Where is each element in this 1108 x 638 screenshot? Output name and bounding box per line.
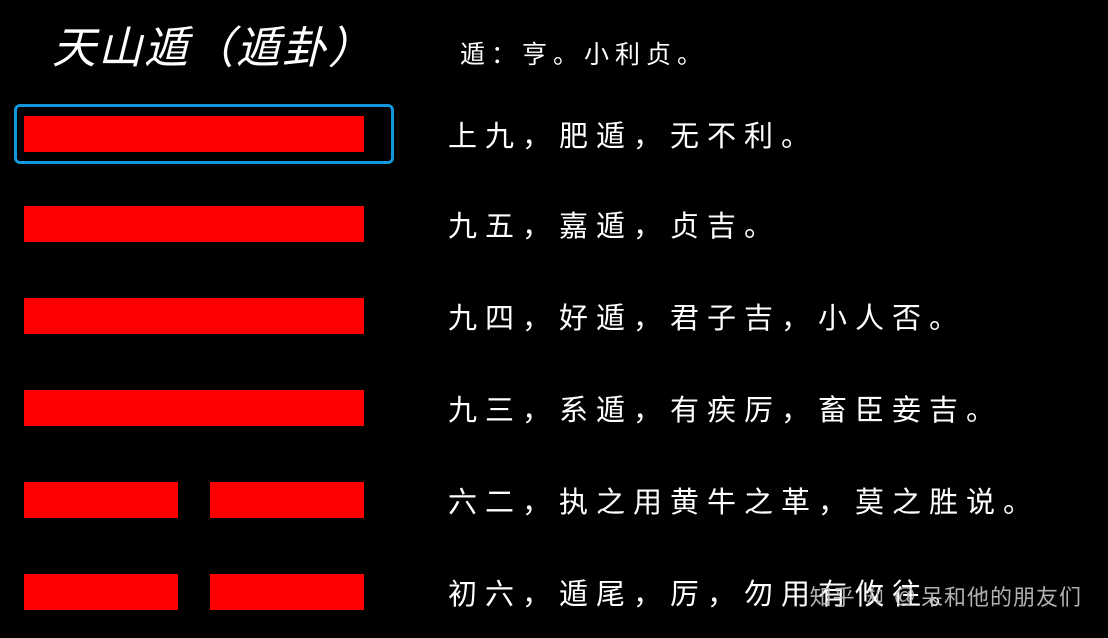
yang-line [24, 206, 364, 242]
watermark-at: @ [894, 583, 917, 609]
hexagram-bar-wrap [12, 178, 412, 270]
hexagram-bar-wrap [12, 270, 412, 362]
hexagram-judgment: 遁：亨。小利贞。 [460, 35, 708, 71]
yin-line [24, 574, 364, 610]
watermark-brand: 知乎 [810, 580, 856, 612]
watermark-user: 呆和他的朋友们 [921, 580, 1082, 612]
line-text: 九四，好遁，君子吉，小人否。 [448, 295, 966, 337]
line-text: 六二，执之用黄牛之革，莫之胜说。 [448, 479, 1040, 521]
zhihu-icon [862, 584, 886, 608]
hexagram-bar-wrap [12, 90, 412, 178]
yang-line [24, 390, 364, 426]
hexagram-line: 六二，执之用黄牛之革，莫之胜说。 [12, 454, 1108, 546]
yang-line [24, 298, 364, 334]
yin-half [24, 482, 178, 518]
line-text: 九三，系遁，有疾厉，畜臣妾吉。 [448, 387, 1003, 429]
hexagram-line: 九三，系遁，有疾厉，畜臣妾吉。 [12, 362, 1108, 454]
yang-line [24, 116, 364, 152]
line-text: 上九，肥遁，无不利。 [448, 113, 818, 155]
hexagram-line: 九五，嘉遁，贞吉。 [12, 178, 1108, 270]
hexagram-bar-wrap [12, 454, 412, 546]
hexagram-bar-wrap [12, 546, 412, 638]
yin-line [24, 482, 364, 518]
line-text: 九五，嘉遁，贞吉。 [448, 203, 781, 245]
header: 天山遁（遁卦） 遁：亨。小利贞。 [0, 0, 1108, 76]
hexagram-title: 天山遁（遁卦） [52, 12, 374, 76]
hexagram-content: 上九，肥遁，无不利。 九五，嘉遁，贞吉。 九四，好遁，君子吉，小人否。 九三，系… [0, 76, 1108, 638]
hexagram-bar-wrap [12, 362, 412, 454]
hexagram-line: 上九，肥遁，无不利。 [12, 90, 1108, 178]
yin-half [210, 482, 364, 518]
yin-half [24, 574, 178, 610]
hexagram-line: 九四，好遁，君子吉，小人否。 [12, 270, 1108, 362]
yin-half [210, 574, 364, 610]
watermark: 知乎 @ 呆和他的朋友们 [810, 580, 1082, 612]
